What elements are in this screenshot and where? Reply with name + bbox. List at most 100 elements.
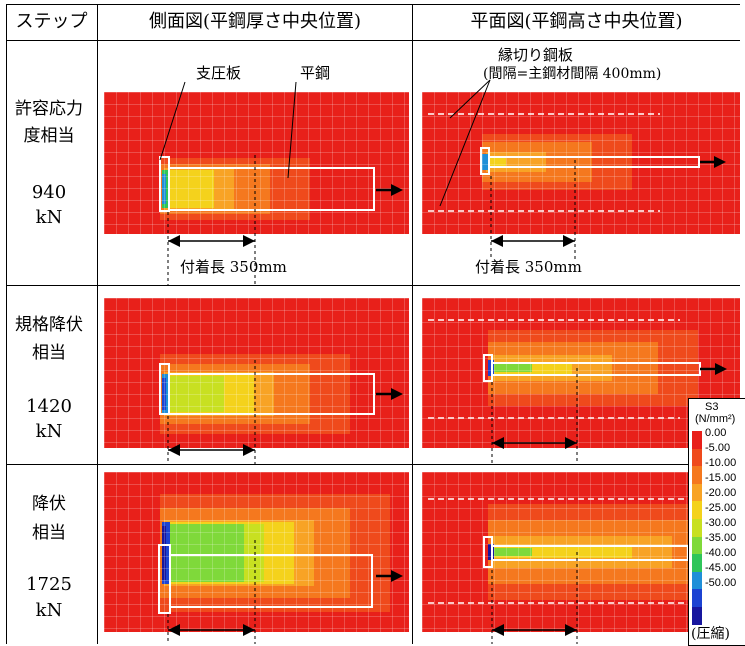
- contour-cell: [104, 322, 409, 323]
- row3-load-value: 1725: [26, 574, 72, 595]
- contour-cell: [422, 370, 740, 371]
- contour-cell: [392, 92, 393, 234]
- table-border-top: [6, 4, 740, 5]
- contour-cell: [422, 604, 740, 605]
- contour-cell: [104, 418, 409, 419]
- flat-steel-plan-outline-row1: [488, 156, 700, 168]
- contour-cell: [104, 310, 409, 311]
- header-plan-view: 平面図(平鋼高さ中央位置): [470, 11, 683, 32]
- contour-cell: [422, 298, 740, 299]
- legend-swatch: [692, 466, 702, 484]
- plan-view-contour-row3: [422, 472, 740, 632]
- bond-dimension-side-row1-right-head: [243, 235, 255, 247]
- contour-cell: [422, 152, 740, 153]
- contour-cell: [152, 298, 153, 448]
- contour-cell: [482, 92, 483, 234]
- contour-cell: [200, 472, 201, 632]
- contour-cell: [434, 298, 435, 448]
- contour-cell: [458, 472, 459, 632]
- contour-cell: [140, 298, 141, 448]
- contour-cell: [104, 484, 409, 485]
- contour-cell: [566, 92, 567, 234]
- contour-cell: [422, 128, 740, 129]
- contour-cell: [104, 604, 409, 605]
- row1-label-line1: 許容応力: [15, 99, 83, 119]
- legend-swatch: [692, 554, 702, 572]
- contour-cell: [272, 472, 273, 632]
- contour-cell: [614, 92, 615, 234]
- pull-arrow-plan-row1-head: [714, 156, 726, 168]
- table-border-col1: [97, 4, 98, 644]
- contour-cell: [662, 92, 663, 234]
- contour-cell: [104, 224, 409, 225]
- contour-cell: [422, 176, 740, 177]
- contour-cell: [482, 298, 483, 448]
- contour-cell: [422, 544, 740, 545]
- bond-length-plan-label: 付着長 350mm: [475, 258, 582, 276]
- contour-cell: [104, 164, 409, 165]
- legend-swatches: [692, 431, 702, 625]
- contour-cell: [578, 92, 579, 234]
- pull-arrow-plan-row2-head: [715, 363, 727, 375]
- contour-cell: [492, 548, 532, 556]
- contour-cell: [566, 298, 567, 448]
- contour-cell: [104, 92, 409, 93]
- contour-cell: [104, 628, 409, 629]
- contour-cell: [380, 298, 381, 448]
- contour-cell: [104, 200, 409, 201]
- contour-cell: [492, 364, 532, 372]
- contour-cell: [422, 406, 740, 407]
- contour-cell: [164, 524, 244, 582]
- contour-cell: [422, 358, 740, 359]
- header-side-view: 側面図(平鋼厚さ中央位置): [148, 11, 362, 32]
- contour-cell: [104, 442, 409, 443]
- contour-cell: [662, 472, 663, 632]
- bond-dimension-side-row2-right-head: [243, 444, 255, 456]
- flat-steel-label: 平鋼: [300, 64, 331, 82]
- contour-cell: [308, 472, 309, 632]
- contour-cell: [494, 298, 495, 448]
- edge-plate-label-line2: (間隔=主鋼材間隔 400mm): [483, 66, 662, 82]
- contour-cell: [734, 92, 735, 234]
- contour-cell: [422, 628, 740, 629]
- bearing-plate-outline: [159, 156, 170, 212]
- contour-cell: [116, 92, 117, 234]
- contour-cell: [356, 92, 357, 234]
- contour-cell: [686, 92, 687, 234]
- contour-cell: [422, 532, 740, 533]
- contour-cell: [164, 170, 214, 208]
- table-border-left: [6, 4, 7, 644]
- contour-cell: [104, 298, 409, 299]
- contour-cell: [296, 92, 297, 234]
- contour-cell: [380, 472, 381, 632]
- leader-flat-steel: [287, 81, 297, 179]
- contour-cell: [446, 92, 447, 234]
- contour-cell: [368, 92, 369, 234]
- pull-arrow-side-row3-head: [391, 570, 403, 582]
- legend-swatch: [692, 589, 702, 607]
- legend-label: -40.00: [705, 547, 737, 559]
- contour-cell: [116, 472, 117, 632]
- legend-swatch: [692, 606, 702, 625]
- flat-steel-outline-row2: [168, 373, 375, 415]
- contour-cell: [710, 298, 711, 448]
- legend-label: -30.00: [705, 517, 737, 529]
- contour-cell: [164, 92, 165, 234]
- bond-dimension-side-row3-left-head: [168, 624, 180, 636]
- contour-cell: [260, 472, 261, 632]
- contour-cell: [638, 92, 639, 234]
- contour-cell: [284, 92, 285, 234]
- row2-label-line2: 相当: [32, 343, 66, 363]
- contour-cell: [422, 116, 740, 117]
- flat-steel-plan-outline-row2: [491, 362, 701, 376]
- contour-cell: [422, 520, 740, 521]
- contour-cell: [104, 544, 409, 545]
- contour-cell: [236, 92, 237, 234]
- bearing-plate-label: 支圧板: [196, 64, 242, 82]
- row1-load-unit: kN: [35, 207, 63, 228]
- contour-cell: [590, 472, 591, 632]
- contour-cell: [486, 156, 506, 168]
- contour-cell: [332, 92, 333, 234]
- contour-cell: [674, 472, 675, 632]
